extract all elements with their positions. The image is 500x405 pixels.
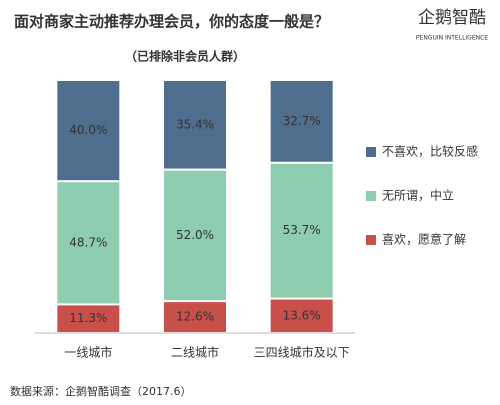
bar-segment xyxy=(57,81,120,181)
bar-segment xyxy=(164,170,226,301)
chart-title: 面对商家主动推荐办理会员，你的态度一般是？ xyxy=(14,13,329,31)
bar-segment xyxy=(57,182,120,304)
brand-logo: 企鹅智酷 xyxy=(418,8,486,28)
legend-label: 无所谓，中立 xyxy=(382,188,454,203)
legend-swatch xyxy=(366,191,376,201)
brand-subtitle: PENGUIN INTELLIGENCE xyxy=(416,35,488,42)
bar-segment xyxy=(164,81,226,169)
value-label: 32.7% xyxy=(283,114,321,128)
value-label: 53.7% xyxy=(283,223,321,237)
x-tick-label: 二线城市 xyxy=(171,345,219,360)
bar-segment xyxy=(270,81,333,162)
source-note: 数据来源：企鹅智酷调查（2017.6） xyxy=(10,384,192,398)
chart-subtitle: （已排除非会员人群） xyxy=(125,49,245,64)
legend-swatch xyxy=(366,147,376,157)
legend-label: 喜欢，愿意了解 xyxy=(382,232,466,247)
value-label: 13.6% xyxy=(283,308,321,322)
value-label: 12.6% xyxy=(176,310,214,324)
bar-segment xyxy=(270,163,333,298)
legend-label: 不喜欢，比较反感 xyxy=(382,144,478,159)
bar-segment xyxy=(57,305,120,332)
value-label: 48.7% xyxy=(69,235,107,249)
x-tick-label: 一线城市 xyxy=(64,345,112,360)
bar-segment xyxy=(164,302,226,332)
value-label: 11.3% xyxy=(69,311,107,325)
value-label: 52.0% xyxy=(176,228,214,242)
value-label: 35.4% xyxy=(176,117,214,131)
legend-swatch xyxy=(366,235,376,245)
value-label: 40.0% xyxy=(69,123,107,137)
x-tick-label: 三四线城市及以下 xyxy=(254,345,350,360)
bar-segment xyxy=(270,299,333,332)
